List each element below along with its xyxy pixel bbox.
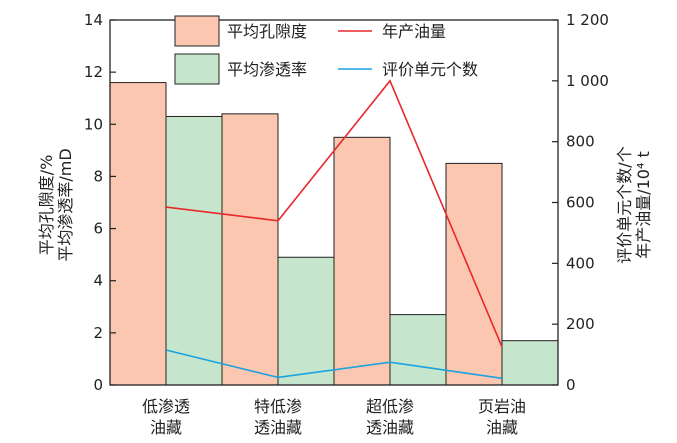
left-tick-label: 0 (93, 376, 103, 394)
legend-label-oil-production: 年产油量 (382, 22, 446, 41)
bar-permeability-2 (389, 314, 447, 386)
right-axis-title-line1: 评价单元个数/个 (615, 146, 634, 263)
right-tick-label: 800 (566, 133, 595, 151)
bar-permeability-3 (501, 340, 559, 386)
right-tick-label: 200 (566, 315, 595, 333)
left-tick-label: 4 (93, 272, 103, 290)
right-tick-label: 600 (566, 194, 595, 212)
bar-porosity-3 (445, 162, 503, 386)
line-unit-count (165, 349, 503, 380)
left-tick-label: 6 (93, 220, 103, 238)
right-tick-label: 1 200 (566, 11, 609, 29)
bar-layer (109, 82, 559, 386)
right-tick-label: 0 (566, 376, 576, 394)
legend-patch-porosity (174, 15, 220, 47)
bar-porosity-0 (109, 82, 167, 386)
bar-permeability-1 (277, 256, 335, 386)
left-axis-title-line1: 平均孔隙度/% (37, 155, 56, 256)
legend-patch-permeability (174, 53, 220, 85)
category-label: 低渗透 (142, 397, 190, 416)
left-tick-label: 12 (84, 63, 103, 81)
category-label: 超低渗 (366, 397, 414, 416)
line-oil-production (165, 79, 503, 348)
left-tick-label: 8 (93, 167, 103, 185)
legend-label-porosity: 平均孔隙度 (227, 22, 307, 41)
right-ticks: 0 200 400 600 800 1 000 1 200 (552, 11, 609, 394)
right-tick-label: 400 (566, 254, 595, 272)
left-axis-title-line2: 平均渗透率/mD (56, 148, 75, 261)
left-tick-label: 10 (84, 115, 103, 133)
bar-permeability-0 (165, 115, 223, 386)
legend-label-permeability: 平均渗透率 (227, 60, 307, 79)
category-label: 页岩油 (478, 397, 526, 416)
right-tick-label: 1 000 (566, 72, 609, 90)
category-label: 透油藏 (254, 418, 302, 437)
category-label: 油藏 (150, 418, 182, 437)
left-tick-label: 2 (93, 324, 103, 342)
legend-label-unit-count: 评价单元个数 (382, 60, 478, 79)
left-tick-label: 14 (84, 11, 103, 29)
bar-porosity-2 (333, 136, 391, 386)
legend: 平均孔隙度 年产油量 平均渗透率 评价单元个数 (174, 15, 478, 85)
line-layer (165, 79, 503, 380)
right-axis-title-line2: 年产油量/10⁴ t (634, 151, 653, 259)
bar-porosity-1 (221, 113, 279, 386)
category-label: 透油藏 (366, 418, 414, 437)
category-label: 特低渗 (254, 397, 302, 416)
category-label: 油藏 (486, 418, 518, 437)
left-ticks: 0 2 4 6 8 10 12 14 (84, 11, 116, 394)
